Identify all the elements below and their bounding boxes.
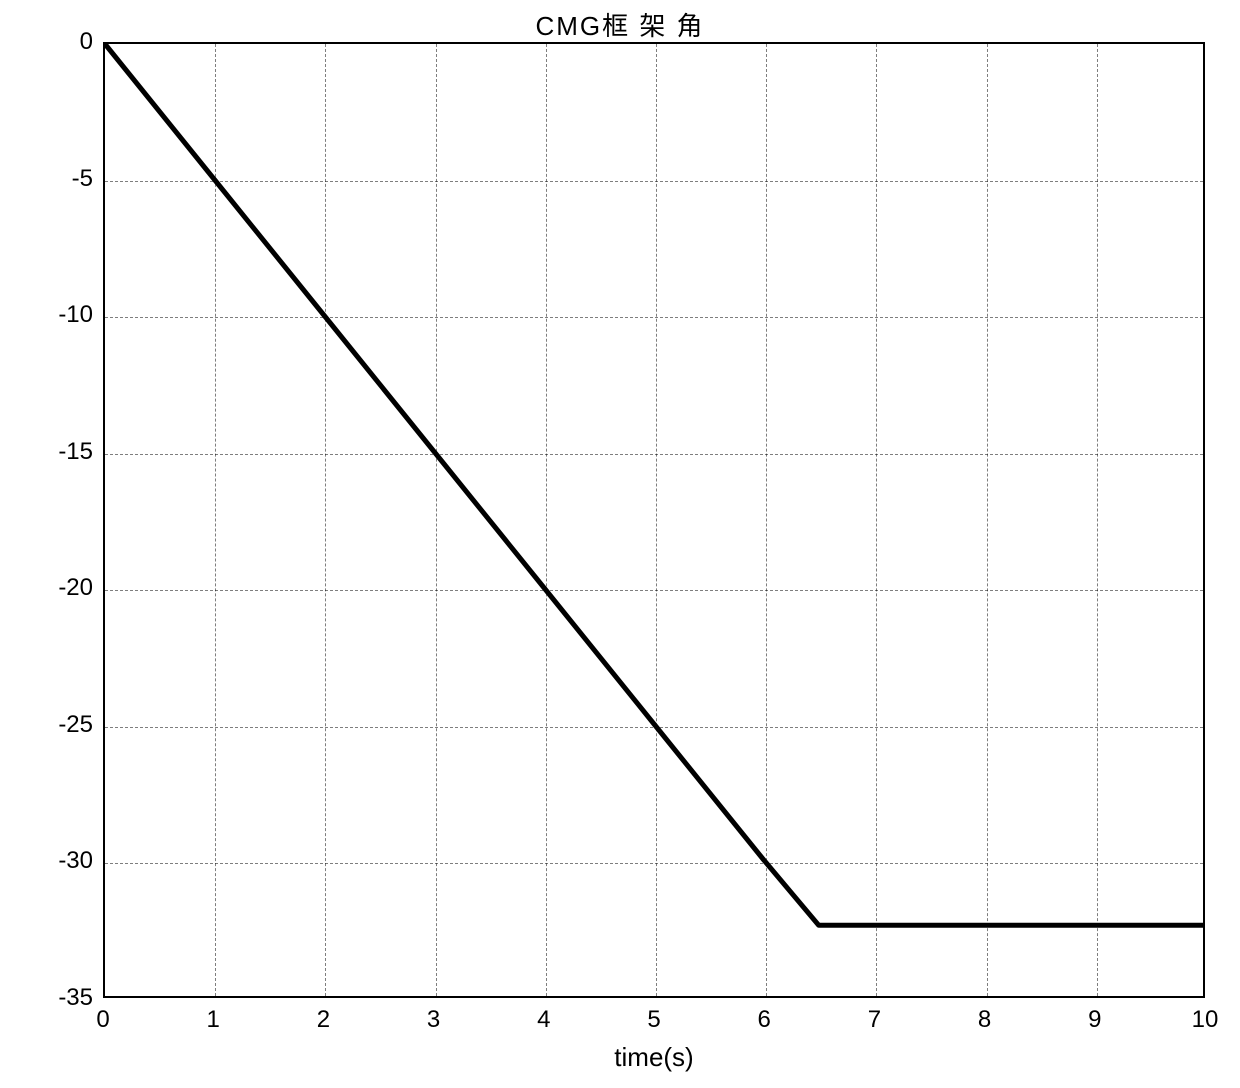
y-tick-label: -25 (58, 711, 93, 739)
x-tick-label: 2 (317, 1006, 330, 1034)
gridline-horizontal (105, 590, 1203, 591)
data-line (105, 44, 1203, 925)
x-tick-label: 6 (758, 1006, 771, 1034)
x-tick-label: 5 (647, 1006, 660, 1034)
x-tick-label: 4 (537, 1006, 550, 1034)
gridline-vertical (987, 44, 988, 996)
gridline-horizontal (105, 727, 1203, 728)
x-tick-label: 1 (207, 1006, 220, 1034)
plot-area (103, 42, 1205, 998)
gridline-vertical (325, 44, 326, 996)
gridline-vertical (656, 44, 657, 996)
gridline-vertical (215, 44, 216, 996)
y-tick-label: 0 (80, 28, 93, 56)
x-tick-label: 3 (427, 1006, 440, 1034)
x-tick-label: 8 (978, 1006, 991, 1034)
x-tick-label: 9 (1088, 1006, 1101, 1034)
y-tick-label: -10 (58, 301, 93, 329)
x-tick-label: 10 (1192, 1006, 1219, 1034)
chart-title: CMG框 架 角 (535, 6, 704, 43)
y-tick-label: -20 (58, 574, 93, 602)
gridline-horizontal (105, 317, 1203, 318)
gridline-vertical (766, 44, 767, 996)
y-tick-label: -5 (72, 165, 93, 193)
chart-container: CMG框 架 角 time(s) 0 1 2 3 4 5 6 7 8 9 10 0 -5 -10 -15 -2… (0, 0, 1240, 1088)
gridline-horizontal (105, 181, 1203, 182)
x-axis-label: time(s) (614, 1042, 693, 1073)
gridline-horizontal (105, 454, 1203, 455)
y-tick-label: -15 (58, 438, 93, 466)
gridline-vertical (1097, 44, 1098, 996)
y-tick-label: -30 (58, 847, 93, 875)
gridline-horizontal (105, 863, 1203, 864)
y-tick-label: -35 (58, 984, 93, 1012)
gridline-vertical (546, 44, 547, 996)
line-series-svg (105, 44, 1203, 996)
gridline-vertical (436, 44, 437, 996)
x-tick-label: 7 (868, 1006, 881, 1034)
x-tick-label: 0 (96, 1006, 109, 1034)
gridline-vertical (876, 44, 877, 996)
